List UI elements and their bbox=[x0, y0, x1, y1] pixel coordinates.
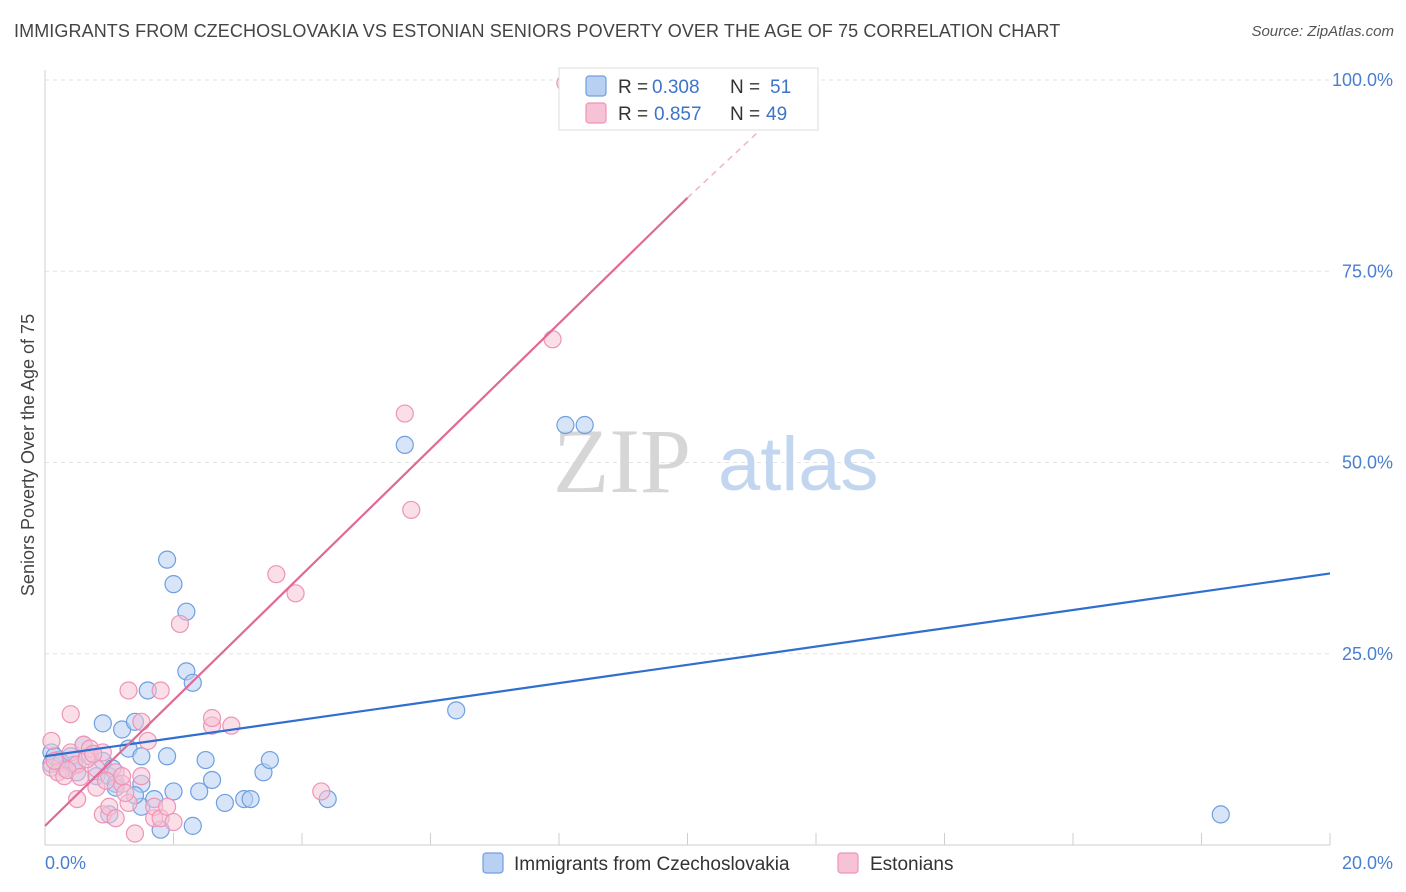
series-legend: Immigrants from Czechoslovakia Estonians bbox=[482, 852, 953, 875]
x-tick-label: 0.0% bbox=[45, 853, 86, 873]
estonians-point bbox=[202, 708, 222, 728]
estonians-trendline bbox=[44, 197, 689, 827]
czechoslovakia-point bbox=[202, 770, 222, 790]
estonians-point bbox=[151, 681, 170, 700]
estonians-point bbox=[286, 584, 305, 603]
legend-r-value-1: 0.308 bbox=[652, 77, 700, 98]
estonians-point bbox=[119, 681, 138, 700]
czechoslovakia-trendline bbox=[44, 572, 1331, 758]
czechoslovakia-point bbox=[190, 782, 209, 801]
estonians-point bbox=[68, 789, 87, 809]
y-tick-label: 50.0% bbox=[1342, 453, 1393, 473]
trend-lines bbox=[44, 125, 1331, 827]
legend-n-label-2: N = bbox=[730, 104, 760, 125]
estonians-point bbox=[402, 500, 421, 520]
estonians-point bbox=[170, 614, 190, 634]
czechoslovakia-point bbox=[215, 793, 234, 813]
czechoslovakia-point bbox=[241, 789, 260, 809]
source-credit: Source: ZipAtlas.com bbox=[1251, 23, 1394, 40]
series-legend-swatch-pink bbox=[837, 852, 859, 874]
czechoslovakia-point bbox=[132, 747, 151, 766]
estonians-trendline-extension bbox=[686, 125, 766, 199]
czechoslovakia-point bbox=[93, 714, 112, 733]
watermark-atlas: atlas bbox=[718, 422, 879, 507]
estonians-point bbox=[42, 731, 61, 751]
estonians-point bbox=[116, 783, 135, 803]
y-tick-label: 75.0% bbox=[1342, 261, 1393, 281]
czechoslovakia-point bbox=[395, 435, 414, 455]
czechoslovakia-point bbox=[1211, 805, 1230, 824]
estonians-point bbox=[71, 767, 90, 787]
y-tick-label: 100.0% bbox=[1332, 70, 1393, 90]
estonians-point bbox=[267, 565, 286, 584]
chart-title: IMMIGRANTS FROM CZECHOSLOVAKIA VS ESTONI… bbox=[14, 21, 1061, 41]
legend-r-value-2: 0.857 bbox=[654, 104, 702, 125]
estonians-point bbox=[164, 812, 183, 832]
estonians-point bbox=[106, 809, 125, 828]
x-tick-labels: 0.0% 20.0% bbox=[45, 853, 1393, 873]
estonians-point bbox=[125, 824, 145, 843]
series-legend-label-blue: Immigrants from Czechoslovakia bbox=[514, 854, 790, 875]
series-legend-swatch-blue bbox=[482, 852, 504, 874]
estonians-point bbox=[157, 797, 177, 816]
czechoslovakia-point bbox=[157, 747, 177, 766]
czechoslovakia-point bbox=[157, 550, 177, 569]
czechoslovakia-point bbox=[260, 750, 279, 770]
y-tick-labels: 25.0% 50.0% 75.0% 100.0% bbox=[1332, 70, 1393, 664]
estonians-point bbox=[61, 705, 80, 724]
czechoslovakia-point bbox=[556, 415, 575, 435]
legend-r-label-1: R = bbox=[618, 77, 648, 98]
estonians-point bbox=[395, 404, 414, 423]
legend-n-value-2: 49 bbox=[766, 104, 787, 125]
czechoslovakia-point bbox=[447, 701, 466, 720]
czechoslovakia-point bbox=[196, 750, 215, 770]
legend-n-label-1: N = bbox=[730, 77, 760, 98]
czechoslovakia-point bbox=[164, 782, 183, 801]
czechoslovakia-point bbox=[164, 575, 183, 594]
series-estonians-points bbox=[42, 73, 575, 843]
x-tick-label: 20.0% bbox=[1342, 853, 1393, 873]
estonians-point bbox=[543, 330, 562, 349]
stats-legend: R = 0.308 N = 51 R = 0.857 N = 49 bbox=[558, 67, 819, 131]
legend-swatch-blue bbox=[585, 75, 607, 97]
watermark: ZIP atlas bbox=[553, 410, 879, 512]
estonians-point bbox=[312, 782, 331, 801]
estonians-point bbox=[96, 771, 116, 790]
estonians-point bbox=[132, 767, 151, 786]
estonians-point bbox=[112, 767, 132, 786]
series-legend-label-pink: Estonians bbox=[870, 854, 953, 875]
czechoslovakia-point bbox=[183, 816, 202, 835]
legend-n-value-1: 51 bbox=[770, 77, 791, 98]
czechoslovakia-point bbox=[575, 415, 594, 435]
y-tick-label: 25.0% bbox=[1342, 644, 1393, 664]
y-axis-label: Seniors Poverty Over the Age of 75 bbox=[18, 314, 38, 596]
legend-r-label-2: R = bbox=[618, 104, 648, 125]
legend-swatch-pink bbox=[585, 102, 607, 124]
estonians-point bbox=[132, 712, 151, 731]
